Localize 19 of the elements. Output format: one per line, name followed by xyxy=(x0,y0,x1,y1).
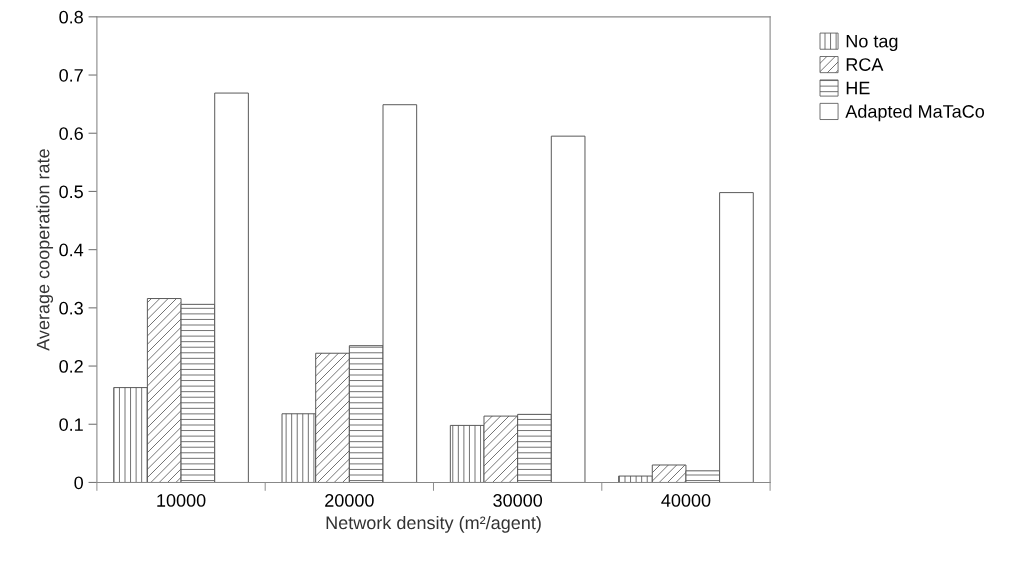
y-tick-label: 0.7 xyxy=(59,68,83,82)
y-tick-label: 0.8 xyxy=(59,10,83,24)
y-tick-label: 0.1 xyxy=(59,418,83,431)
y-tick-label: 0.2 xyxy=(59,359,83,373)
legend-label: RCA xyxy=(846,58,884,71)
x-tick-label: 40000 xyxy=(661,494,711,507)
legend-label: HE xyxy=(846,81,870,95)
y-axis-title: Average cooperation rate xyxy=(36,149,54,351)
y-tick-label: 0 xyxy=(74,476,83,490)
x-tick-label: 20000 xyxy=(325,494,374,507)
y-tick-label: 0.6 xyxy=(59,127,83,140)
x-tick-label: 30000 xyxy=(493,494,543,507)
legend-label: Adapted MaTaCo xyxy=(845,104,985,122)
x-tick-label: 10000 xyxy=(157,494,206,507)
y-tick-label: 0.5 xyxy=(59,185,83,199)
x-axis-title: Network density (m²/agent) xyxy=(326,515,541,533)
y-tick-label: 0.4 xyxy=(59,243,84,257)
legend-label: No tag xyxy=(846,34,898,52)
y-tick-label: 0.3 xyxy=(59,301,83,315)
